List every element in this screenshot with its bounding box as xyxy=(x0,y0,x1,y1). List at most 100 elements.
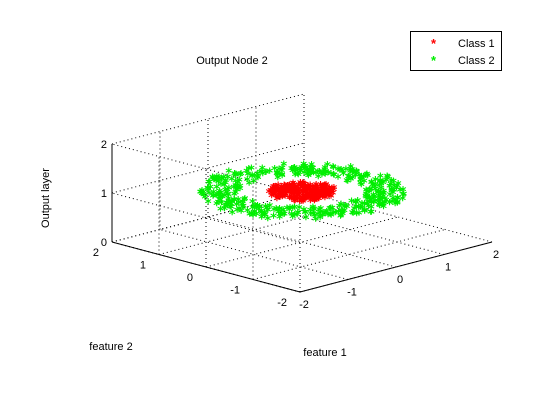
legend: * Class 1 * Class 2 xyxy=(410,31,502,71)
point-class-2: * xyxy=(362,171,369,186)
point-class-2: * xyxy=(323,207,330,222)
point-class-2: * xyxy=(293,165,300,180)
point-class-1: * xyxy=(279,190,286,205)
point-class-2: * xyxy=(222,178,229,193)
point-class-1: * xyxy=(268,191,275,206)
point-class-1: * xyxy=(275,180,282,195)
point-class-1: * xyxy=(306,186,313,201)
point-class-1: * xyxy=(307,196,314,211)
point-class-2: * xyxy=(350,167,357,182)
point-class-1: * xyxy=(327,186,334,201)
point-class-1: * xyxy=(311,188,318,203)
point-class-2: * xyxy=(307,209,314,224)
point-class-2: * xyxy=(258,167,265,182)
point-class-1: * xyxy=(284,181,291,196)
point-class-1: * xyxy=(324,188,331,203)
point-class-1: * xyxy=(306,192,313,207)
point-class-2: * xyxy=(232,176,239,191)
point-class-2: * xyxy=(255,173,262,188)
point-class-2: * xyxy=(375,187,382,202)
point-class-2: * xyxy=(368,198,375,213)
point-class-1: * xyxy=(313,194,320,209)
point-class-2: * xyxy=(377,172,384,187)
point-class-1: * xyxy=(302,187,309,202)
point-class-2: * xyxy=(339,209,346,224)
point-class-1: * xyxy=(301,186,308,201)
point-class-1: * xyxy=(282,182,289,197)
point-class-2: * xyxy=(224,189,231,204)
point-class-1: * xyxy=(277,186,284,201)
point-class-2: * xyxy=(379,193,386,208)
point-class-2: * xyxy=(305,171,312,186)
point-class-2: * xyxy=(233,200,240,215)
point-class-1: * xyxy=(302,194,309,209)
point-class-2: * xyxy=(245,164,252,179)
point-class-2: * xyxy=(307,206,314,221)
point-class-2: * xyxy=(283,204,290,219)
point-class-1: * xyxy=(278,190,285,205)
point-class-1: * xyxy=(270,190,277,205)
point-class-1: * xyxy=(279,192,286,207)
point-class-2: * xyxy=(249,203,256,218)
point-class-2: * xyxy=(314,210,321,225)
point-class-2: * xyxy=(225,194,232,209)
point-class-2: * xyxy=(386,181,393,196)
point-class-2: * xyxy=(300,160,307,175)
point-class-2: * xyxy=(239,202,246,217)
point-class-2: * xyxy=(206,188,213,203)
point-class-1: * xyxy=(307,182,314,197)
point-class-1: * xyxy=(319,186,326,201)
point-class-2: * xyxy=(240,202,247,217)
point-class-2: * xyxy=(378,183,385,198)
point-class-2: * xyxy=(218,174,225,189)
point-class-1: * xyxy=(295,184,302,199)
point-class-2: * xyxy=(356,208,363,223)
point-class-2: * xyxy=(276,204,283,219)
point-class-1: * xyxy=(302,189,309,204)
point-class-2: * xyxy=(238,169,245,184)
point-class-2: * xyxy=(252,202,259,217)
data-points: ****** *** *** *** *** * ** *** ** * * ** *** **** ** *… xyxy=(197,159,407,229)
point-class-2: * xyxy=(360,172,367,187)
point-class-1: * xyxy=(285,186,292,201)
point-class-1: * xyxy=(293,187,300,202)
point-class-2: * xyxy=(254,172,261,187)
point-class-1: * xyxy=(309,188,316,203)
point-class-1: * xyxy=(321,188,328,203)
point-class-2: * xyxy=(384,171,391,186)
point-class-2: * xyxy=(366,185,373,200)
point-class-1: * xyxy=(315,188,322,203)
x-tick-label: 2 xyxy=(493,249,499,261)
point-class-2: * xyxy=(232,169,239,184)
point-class-2: * xyxy=(368,208,375,223)
point-class-1: * xyxy=(286,183,293,198)
point-class-2: * xyxy=(216,190,223,205)
point-class-1: * xyxy=(300,193,307,208)
point-class-2: * xyxy=(213,199,220,214)
point-class-2: * xyxy=(388,185,395,200)
point-class-1: * xyxy=(292,196,299,211)
point-class-2: * xyxy=(357,176,364,191)
point-class-2: * xyxy=(353,198,360,213)
point-class-2: * xyxy=(347,162,354,177)
point-class-2: * xyxy=(347,165,354,180)
point-class-2: * xyxy=(317,213,324,228)
point-class-2: * xyxy=(393,196,400,211)
point-class-2: * xyxy=(258,208,265,223)
point-class-2: * xyxy=(236,175,243,190)
point-class-1: * xyxy=(315,189,322,204)
point-class-2: * xyxy=(302,208,309,223)
point-class-2: * xyxy=(253,210,260,225)
point-class-1: * xyxy=(305,182,312,197)
point-class-2: * xyxy=(358,180,365,195)
point-class-1: * xyxy=(302,191,309,206)
point-class-2: * xyxy=(224,185,231,200)
point-class-1: * xyxy=(308,187,315,202)
point-class-2: * xyxy=(364,200,371,215)
point-class-1: * xyxy=(289,183,296,198)
point-class-1: * xyxy=(312,194,319,209)
point-class-2: * xyxy=(376,200,383,215)
point-class-2: * xyxy=(200,188,207,203)
point-class-1: * xyxy=(299,188,306,203)
